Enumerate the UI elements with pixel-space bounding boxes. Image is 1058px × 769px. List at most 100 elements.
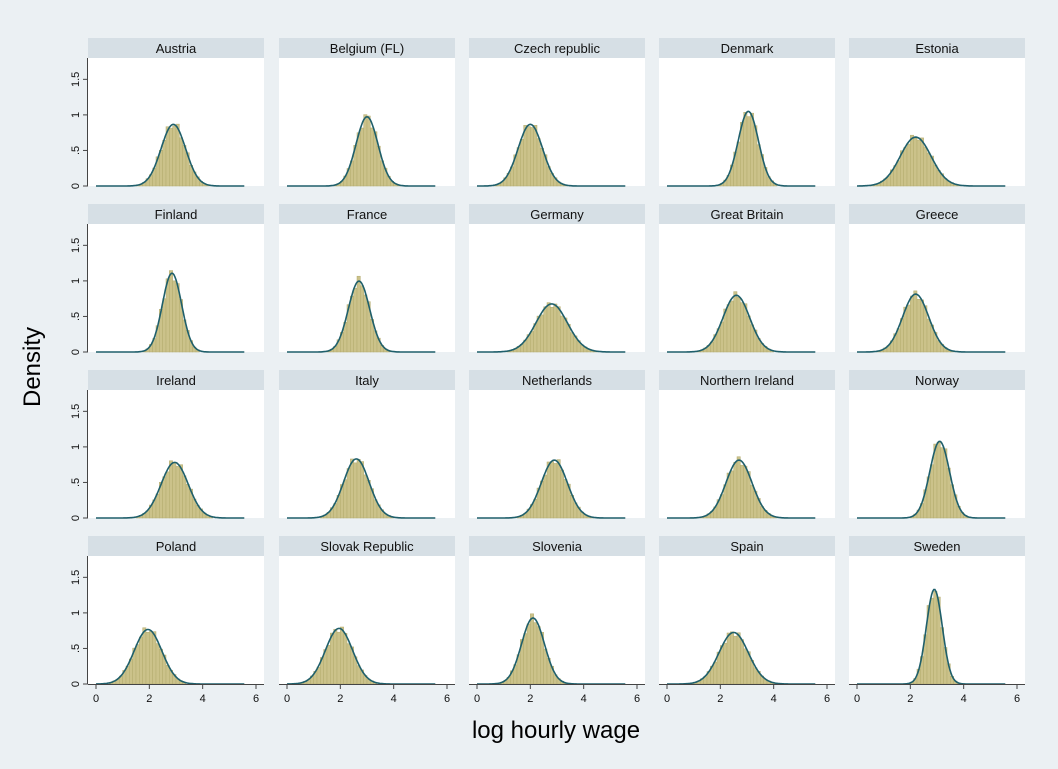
panel-header [469,536,645,556]
histogram-bar [540,314,544,353]
histogram-bar [553,303,558,353]
x-tick-label: 4 [771,693,777,705]
histogram-bar [142,627,147,685]
histogram-bar [172,463,177,519]
density-curve [857,440,1006,519]
histogram-bar [175,466,180,519]
histogram-bar [159,648,163,685]
histogram-bar [530,127,534,187]
histogram-bar [563,479,568,519]
density-curve [477,303,626,353]
histogram-bar [530,331,534,353]
chart-panel: Slovenia 0 2 4 6 [469,536,645,705]
panel-title: Ireland [156,373,196,388]
x-tick-label: 4 [961,693,967,705]
panel-title: Estonia [915,41,959,56]
chart-panel: Denmark [659,38,835,187]
x-tick-label: 6 [444,693,450,705]
plot-area [469,58,645,186]
histogram-bar [543,306,548,353]
chart-panel: Norway [849,370,1025,519]
histogram-bar [360,285,364,353]
density-curve [96,123,245,187]
panel-header [88,204,264,224]
y-tick-label: 1 [70,444,82,450]
x-tick-label: 4 [200,693,206,705]
histogram-bar [175,123,180,187]
histogram-bar [346,643,351,685]
histogram-bar [743,648,748,685]
panel-title: Poland [156,539,196,554]
histogram-bar [723,642,728,685]
density-curve [857,136,1006,187]
panel-title: Northern Ireland [700,373,794,388]
histogram-bar [340,626,344,685]
histogram-bar [923,146,928,187]
histogram-bar [750,324,754,353]
histogram-bar [165,471,170,519]
density-curve [667,294,816,353]
histogram-bar [926,318,931,353]
x-tick-label: 0 [474,693,480,705]
histogram-bar [135,644,140,685]
panel-header [88,536,264,556]
histogram-bar [916,299,921,353]
histogram-bar [563,317,568,353]
x-tick-label: 2 [337,693,343,705]
panel-header [849,536,1025,556]
histogram-bar [740,639,744,685]
histogram-bar [750,112,754,187]
plot-area [849,58,1025,186]
density-curve [667,110,816,187]
histogram-bar [356,459,361,519]
histogram-bar [896,160,901,187]
histogram-bar [353,462,358,519]
panel-title: Finland [155,207,198,222]
histogram-bar [756,144,761,187]
chart-panel: Slovak Republic 0 2 4 6 [279,536,455,705]
histogram-bar [733,462,738,519]
histogram-bar [179,137,183,187]
x-tick-label: 0 [93,693,99,705]
panel-title: Norway [915,373,960,388]
histogram-bar [523,633,528,685]
histogram-bar [920,137,924,187]
histogram-bar [149,631,153,685]
histogram-bar [730,470,734,519]
histogram-bar [526,126,531,187]
y-tick-label: .5 [70,478,82,487]
y-tick-label: 1.5 [70,72,82,87]
histogram-bar [169,127,173,187]
histogram-bar [350,458,354,519]
histogram-bar [185,484,190,519]
chart-panel: Germany [469,204,645,353]
histogram-bar [730,631,734,685]
histogram-bar [940,447,944,519]
histogram-bar [343,479,348,519]
panel-header [469,370,645,390]
panel-title: France [347,207,387,222]
x-tick-label: 2 [907,693,913,705]
histogram-bar [910,134,914,187]
panel-title: Slovenia [532,539,583,554]
histogram-bar [356,275,361,353]
histogram-bar [920,299,924,353]
histogram-bar [162,139,167,187]
panel-title: Sweden [914,539,961,554]
density-curve [477,123,626,187]
density-curve [287,115,436,187]
histogram-bar [155,643,160,685]
histogram-bar [159,150,163,187]
chart-panel: Poland 0 .5 1 1.5 0 2 4 6 [70,536,264,705]
histogram-bar [169,270,173,353]
panel-header [279,38,455,58]
y-tick-label: 0 [70,515,82,521]
histogram-bar [145,631,150,685]
panel-header [88,370,264,390]
x-tick-label: 6 [634,693,640,705]
plot-area [849,224,1025,352]
histogram-bar [736,141,741,187]
x-tick-label: 0 [284,693,290,705]
histogram-bar [543,474,548,519]
y-tick-label: 1.5 [70,238,82,253]
